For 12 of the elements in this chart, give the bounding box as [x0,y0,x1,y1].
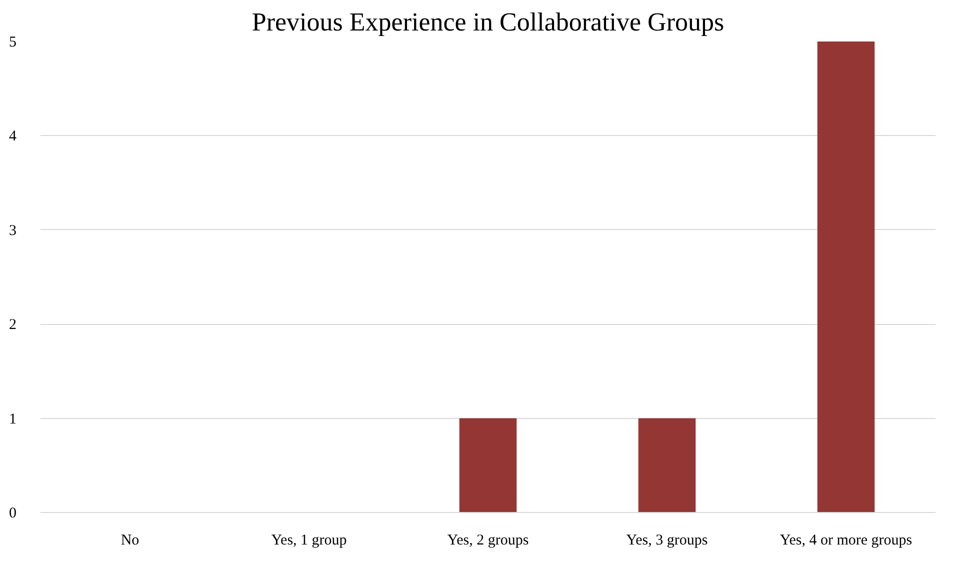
y-tick-label: 0 [9,506,16,522]
x-tick-label: Yes, 1 group [271,532,347,548]
x-tick-label: Yes, 4 or more groups [780,532,912,548]
x-tick-label: Yes, 2 groups [447,532,529,548]
y-tick-label: 1 [9,411,16,428]
chart-title: Previous Experience in Collaborative Groups [252,8,724,36]
y-tick-label: 2 [9,317,16,334]
y-tick-label: 3 [9,222,16,239]
y-tick-label: 5 [9,34,16,50]
x-tick-label: No [120,532,140,548]
y-tick-label: 4 [9,128,17,145]
x-tick-label: Yes, 3 groups [626,532,708,548]
